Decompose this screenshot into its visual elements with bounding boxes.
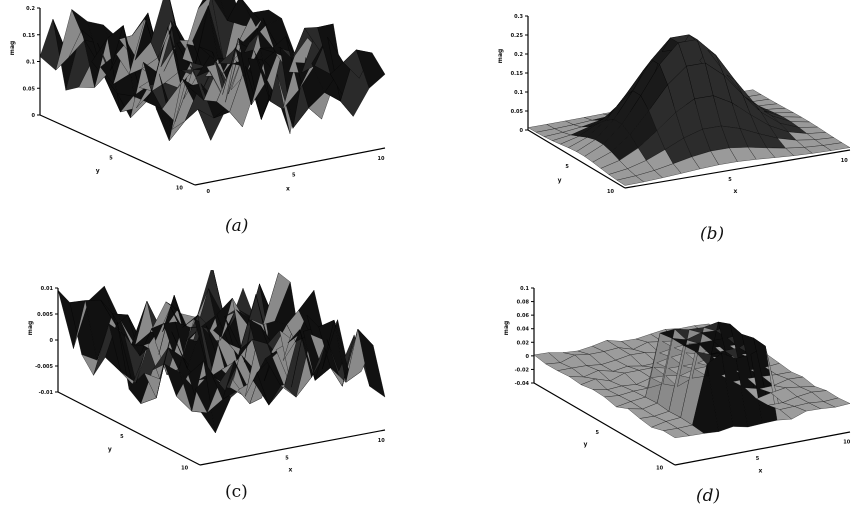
z-tick-label: 0: [526, 354, 530, 360]
y-tick-label: 10: [176, 186, 183, 192]
z-tick-label: 0.05: [23, 86, 36, 92]
surface-plot-d: 0.1 0.08 0.06 0.04 0.02 0 -0.02 -0.04 mag 5 10 x 5 10…: [430, 270, 853, 480]
z-tick-label: 0.01: [41, 286, 54, 292]
z-tick-label: 0.15: [511, 71, 524, 77]
z-tick-label: 0: [520, 128, 524, 134]
x-axis-line: [624, 149, 851, 189]
x-tick-label: 10: [841, 158, 848, 164]
y-axis-line: [39, 114, 196, 186]
z-tick-label: 0.1: [26, 60, 35, 66]
y-axis-label: y: [558, 177, 562, 184]
x-tick-label: 0: [207, 189, 211, 195]
z-tick-label: 0.08: [517, 300, 530, 306]
z-tick-label: 0.15: [23, 33, 36, 39]
y-tick-label: 10: [656, 465, 663, 471]
x-axis-line: [194, 147, 386, 186]
z-axis-label: mag: [9, 41, 16, 56]
z-tick-label: 0.04: [517, 327, 530, 333]
caption-d: (d): [696, 486, 721, 506]
y-tick-label: 5: [120, 434, 124, 440]
x-axis-label: x: [286, 186, 290, 193]
y-tick-label: 5: [565, 164, 569, 170]
x-axis-label: x: [759, 468, 763, 475]
x-tick-label: 5: [292, 173, 296, 179]
y-axis-line: [57, 391, 201, 466]
y-axis-label: y: [583, 441, 587, 448]
x-tick-label: 10: [378, 156, 385, 162]
y-tick-label: 5: [109, 156, 113, 162]
z-axis-label: mag: [497, 49, 504, 64]
x-tick-label: 10: [378, 438, 385, 444]
z-axis-label: mag: [503, 321, 510, 336]
z-tick-label: 0.1: [520, 286, 529, 292]
surface-facet: [357, 328, 386, 398]
y-tick-label: 10: [181, 466, 188, 472]
surface-plot-d-svg: 0.1 0.08 0.06 0.04 0.02 0 -0.02 -0.04 mag 5 10 x 5 10…: [503, 286, 851, 475]
z-tick-label: 0: [50, 338, 54, 344]
z-tick-label: -0.01: [39, 390, 54, 396]
z-tick-label: 0.2: [26, 6, 35, 12]
z-tick-label: 0.2: [514, 52, 523, 58]
z-tick-label: 0.05: [511, 109, 524, 115]
z-tick-label: -0.04: [515, 381, 530, 387]
y-tick-label: 5: [596, 430, 600, 436]
x-axis-line: [674, 431, 851, 466]
surface-plot-c: 0.01 0.005 0 -0.005 -0.01 mag 5 10 x 5 10 y: [0, 270, 420, 475]
x-tick-label: 5: [285, 455, 289, 461]
z-tick-label: 0: [32, 113, 36, 119]
surface-plot-b: 0.3 0.25 0.2 0.15 0.1 0.05 0 mag 5 10 x 5 10 y: [430, 0, 853, 200]
surface-facet: [823, 397, 851, 408]
z-axis-label: mag: [27, 321, 34, 336]
z-tick-label: -0.005: [35, 364, 53, 370]
y-axis-label: y: [108, 446, 112, 453]
z-tick-label: 0.005: [37, 312, 53, 318]
z-tick-label: 0.1: [514, 90, 523, 96]
y-axis-line: [527, 129, 626, 189]
z-tick-label: 0.25: [511, 33, 524, 39]
x-tick-label: 10: [843, 440, 850, 446]
z-tick-label: 0.3: [514, 14, 523, 20]
y-axis-label: y: [96, 168, 100, 175]
x-tick-label: 5: [728, 177, 732, 183]
z-tick-label: 0.06: [517, 313, 530, 319]
caption-c: (c): [225, 482, 248, 502]
z-tick-label: -0.02: [515, 367, 530, 373]
x-tick-label: 5: [756, 456, 760, 462]
y-tick-label: 10: [607, 189, 614, 195]
surface-facet: [355, 49, 386, 89]
z-tick-label: 0.02: [517, 340, 530, 346]
surface-facet: [822, 142, 851, 151]
x-axis-label: x: [734, 188, 738, 195]
surface-plot-a: 0.2 0.15 0.1 0.05 0 mag 0 5 10 x 5 10 y: [0, 0, 420, 200]
caption-a: (a): [225, 216, 249, 236]
y-axis-line: [533, 382, 676, 466]
x-axis-line: [199, 429, 386, 466]
surface-plot-a-svg: 0.2 0.15 0.1 0.05 0 mag 0 5 10 x 5 10 y: [9, 0, 386, 195]
caption-b: (b): [700, 224, 725, 244]
x-axis-label: x: [289, 467, 293, 474]
